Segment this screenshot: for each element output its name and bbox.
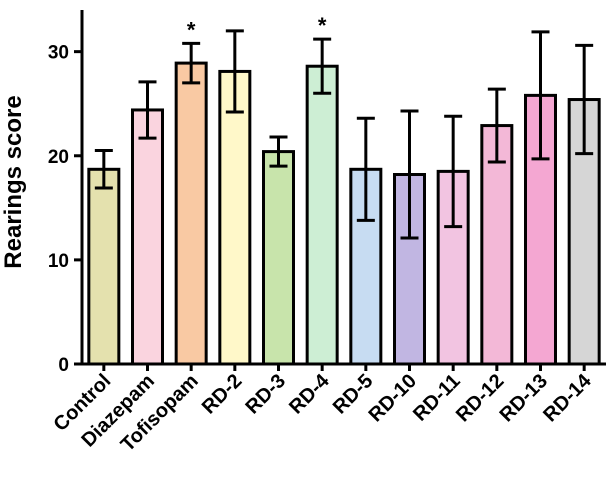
x-tick-label: RD-10 — [365, 370, 421, 426]
bar-control — [87, 167, 121, 366]
bar-tofisopam — [174, 61, 208, 366]
error-bar — [313, 37, 332, 95]
x-tick-label: RD-4 — [285, 369, 334, 418]
bar-diazepam — [131, 108, 164, 366]
error-bar — [269, 135, 288, 168]
error-bar — [575, 43, 594, 156]
error-bar — [531, 30, 550, 161]
x-tick-label: RD-11 — [409, 370, 465, 426]
error-bar — [356, 116, 375, 222]
error-bar — [444, 114, 463, 229]
error-bar — [400, 109, 419, 240]
y-tick-label: 0 — [58, 355, 69, 376]
bar-rd-2 — [218, 69, 252, 366]
y-tick-label: 30 — [48, 43, 69, 64]
error-bars — [94, 29, 594, 240]
error-bar — [94, 149, 113, 190]
y-tick-label: 10 — [48, 251, 69, 272]
error-bar — [138, 80, 157, 140]
bar-rd-3 — [262, 150, 295, 366]
significance-markers: * * — [187, 13, 327, 42]
x-tick-label: RD-14 — [539, 369, 596, 426]
x-tick-label: RD-3 — [241, 370, 290, 419]
y-axis: 0 10 20 30 — [48, 10, 84, 376]
bar-rd-4 — [305, 64, 339, 366]
bars — [87, 61, 601, 366]
x-tick-label: RD-12 — [452, 370, 508, 426]
error-bar — [487, 87, 506, 164]
significance-star: * — [318, 13, 327, 38]
category-labels: ControlDiazepamTofisopamRD-2RD-3RD-4RD-5… — [50, 369, 597, 456]
significance-star: * — [187, 17, 196, 42]
error-bar — [225, 29, 244, 114]
y-axis-label: Rearings score — [0, 95, 27, 268]
y-tick-label: 20 — [48, 147, 69, 168]
error-bar — [182, 41, 201, 85]
x-tick-label: RD-13 — [496, 370, 552, 426]
x-tick-label: RD-2 — [198, 370, 247, 419]
